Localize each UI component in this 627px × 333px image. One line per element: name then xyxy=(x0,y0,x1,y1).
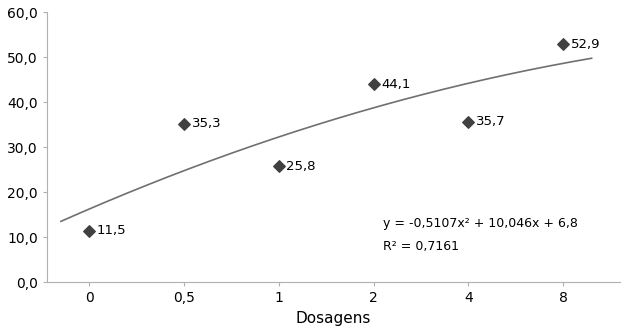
Point xyxy=(369,81,379,87)
Point xyxy=(179,121,189,126)
Text: 35,3: 35,3 xyxy=(192,117,221,130)
Text: 25,8: 25,8 xyxy=(287,160,316,173)
Point xyxy=(558,42,568,47)
Point xyxy=(463,119,473,125)
Text: 35,7: 35,7 xyxy=(476,115,505,128)
Text: 44,1: 44,1 xyxy=(381,78,411,91)
Point xyxy=(274,164,284,169)
X-axis label: Dosagens: Dosagens xyxy=(296,311,371,326)
Text: 11,5: 11,5 xyxy=(97,224,127,237)
Text: 52,9: 52,9 xyxy=(571,38,600,51)
Point xyxy=(85,228,95,233)
Text: R² = 0,7161: R² = 0,7161 xyxy=(383,240,459,253)
Text: y = -0,5107x² + 10,046x + 6,8: y = -0,5107x² + 10,046x + 6,8 xyxy=(383,217,578,230)
